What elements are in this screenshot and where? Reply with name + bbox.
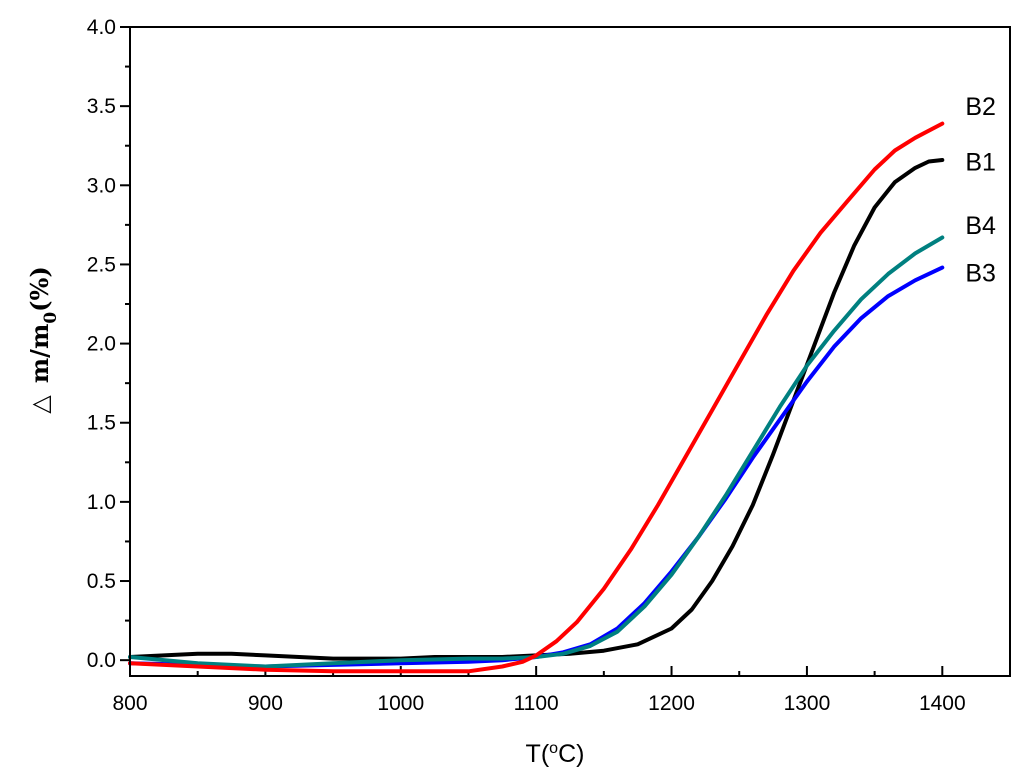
x-tick-label: 1300	[784, 692, 831, 715]
series-label-b1: B1	[965, 149, 996, 177]
x-tick-label: 900	[248, 692, 283, 715]
y-tick-label: 2.5	[87, 253, 116, 276]
series-label-b3: B3	[965, 259, 996, 287]
y-tick-label: 4.0	[87, 16, 116, 39]
series-label-b2: B2	[965, 93, 996, 121]
x-axis-title: T(oC)	[526, 740, 585, 768]
x-tick-label: 1200	[648, 692, 695, 715]
series-line-b2	[128, 121, 945, 674]
y-tick-label: 0.5	[87, 570, 116, 593]
y-tick-label: 2.0	[87, 333, 116, 356]
x-tick-label: 1400	[919, 692, 966, 715]
series-line-b1	[128, 158, 945, 661]
labels-layer: 800 900 1000 1100 1200 1300 1400 0.0 0.5 1.0 1.5 2.…	[87, 16, 996, 715]
series-layer	[128, 121, 945, 674]
y-axis-title: △m/m0(%)	[25, 266, 61, 413]
plot-frame	[129, 26, 1011, 677]
x-tick-label: 800	[112, 692, 147, 715]
y-tick-label: 0.0	[87, 649, 116, 672]
series-line-b3	[128, 265, 945, 669]
x-tick-label: 1000	[377, 692, 424, 715]
series-label-b4: B4	[965, 212, 996, 240]
y-tick-label: 3.0	[87, 174, 116, 197]
y-tick-label: 1.0	[87, 491, 116, 514]
y-tick-label: 1.5	[87, 412, 116, 435]
y-tick-label: 3.5	[87, 95, 116, 118]
x-tick-label: 1100	[514, 692, 559, 715]
series-line-b4	[128, 235, 945, 669]
